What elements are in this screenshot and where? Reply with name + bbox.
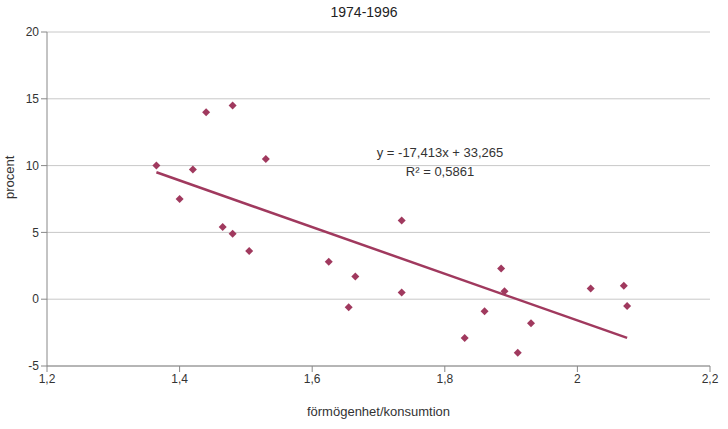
svg-text:förmögenhet/konsumtion: förmögenhet/konsumtion <box>307 404 450 419</box>
html-text:1974-1996: 1974-1996 <box>330 4 398 20</box>
svg-text:20: 20 <box>26 25 40 39</box>
html-text:y = -17,413x + 33,265: y = -17,413x + 33,265 <box>376 145 504 160</box>
svg-text:1,2: 1,2 <box>39 372 56 386</box>
svg-text:10: 10 <box>26 159 40 173</box>
svg-text:-5: -5 <box>28 359 39 373</box>
svg-text:1,8: 1,8 <box>436 372 453 386</box>
svg-text:2,2: 2,2 <box>702 372 719 386</box>
svg-text:1,4: 1,4 <box>171 372 188 386</box>
svg-text:procent: procent <box>8 155 17 199</box>
svg-text:0: 0 <box>32 292 39 306</box>
svg-text:2: 2 <box>574 372 581 386</box>
svg-text:15: 15 <box>26 92 40 106</box>
html-text:R² = 0,5861: R² = 0,5861 <box>405 164 475 179</box>
svg-text:5: 5 <box>32 226 39 240</box>
svg-text:1,6: 1,6 <box>304 372 321 386</box>
